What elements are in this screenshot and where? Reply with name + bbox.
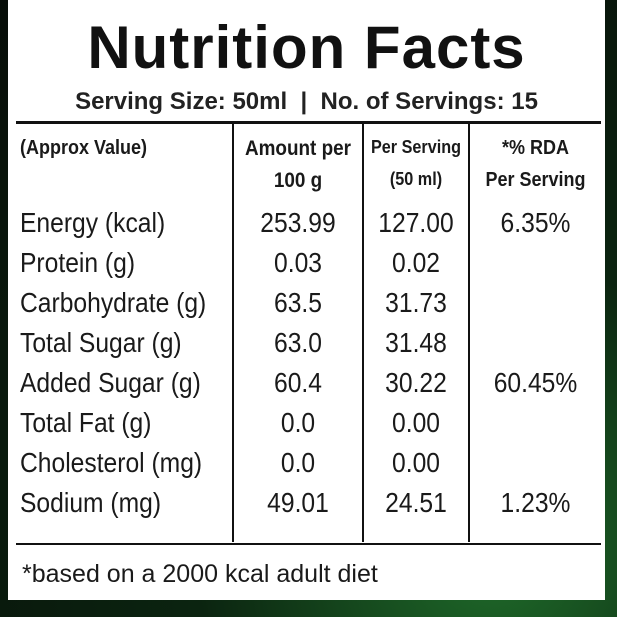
nutrient-name: Added Sugar (g) [20, 367, 201, 398]
column-rule [468, 124, 470, 542]
nutrient-value: 0.0 [280, 407, 316, 438]
nutrient-value: 31.73 [385, 287, 447, 318]
footnote: *based on a 2000 kcal adult diet [22, 560, 378, 588]
column-header: (Approx Value) [20, 137, 148, 159]
column-header: (50 ml) [389, 169, 443, 189]
nutrient-value: 60.4 [274, 367, 322, 398]
nutrient-value: 0.03 [274, 247, 322, 278]
nutrient-value: 0.00 [392, 407, 440, 438]
nutrient-value: 253.99 [260, 207, 336, 238]
nutrient-value: 0.0 [280, 447, 316, 478]
column-rule [232, 124, 234, 542]
nutrient-value: 63.5 [274, 287, 322, 318]
title: Nutrition Facts [87, 14, 526, 81]
nutrient-value: 127.00 [378, 207, 454, 238]
nutrient-name: Energy (kcal) [20, 207, 166, 238]
nutrient-value: 60.45% [493, 367, 578, 398]
nutrient-value: 49.01 [267, 487, 329, 518]
nutrient-name: Sodium (mg) [20, 487, 162, 518]
nutrient-value: 6.35% [500, 207, 571, 238]
column-rule [362, 124, 364, 542]
nutrient-value: 63.0 [274, 327, 322, 358]
nutrient-name: Protein (g) [20, 247, 136, 278]
top-rule [16, 121, 601, 124]
nutrient-value: 1.23% [500, 487, 571, 518]
label-panel: Nutrition Facts Serving Size: 50ml | No.… [8, 0, 605, 600]
nutrient-value: 0.02 [392, 247, 440, 278]
nutrient-name: Cholesterol (mg) [20, 447, 203, 478]
column-header: Per Serving [370, 137, 462, 157]
nutrient-value: 30.22 [385, 367, 447, 398]
column-header: Amount per [244, 137, 352, 160]
nutrient-value: 24.51 [385, 487, 447, 518]
column-header: 100 g [273, 169, 323, 192]
bottom-rule [16, 543, 601, 545]
nutrient-value: 0.00 [392, 447, 440, 478]
nutrient-name: Total Fat (g) [20, 407, 152, 438]
nutrient-name: Carbohydrate (g) [20, 287, 207, 318]
nutrient-value: 31.48 [385, 327, 447, 358]
serving-info: Serving Size: 50ml | No. of Servings: 15 [75, 88, 538, 115]
column-header: *% RDA [501, 137, 569, 159]
nutrient-name: Total Sugar (g) [20, 327, 182, 358]
column-header: Per Serving [485, 169, 586, 191]
